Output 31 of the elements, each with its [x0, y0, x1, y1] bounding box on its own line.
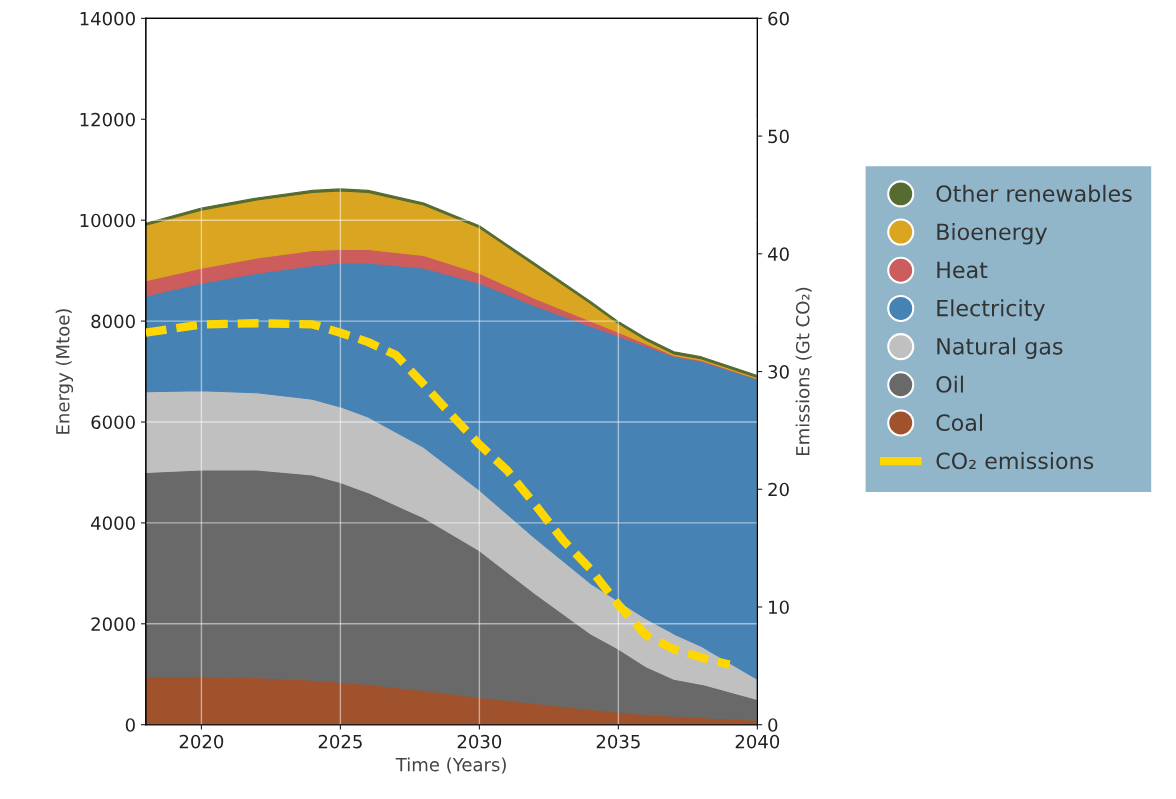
y2-tick-label: 10 — [769, 600, 789, 615]
y2-tick-label: 30 — [768, 364, 789, 379]
legend-label: Other renewables — [936, 184, 1132, 202]
y-tick-label: 4000 — [91, 516, 135, 530]
y2-tick-label: 60 — [768, 11, 789, 26]
x-tick-label: 2035 — [596, 734, 640, 749]
legend-label: Bioenergy — [937, 222, 1047, 245]
legend-label: Heat — [937, 261, 988, 279]
legend-label: Oil — [936, 375, 963, 393]
y-tick-label: 0 — [125, 718, 135, 732]
y-tick-label: 14000 — [80, 11, 135, 26]
legend-label: Coal — [936, 413, 983, 432]
x-tick-label: 2040 — [735, 734, 780, 749]
x-tick-label: 2030 — [457, 734, 502, 749]
y-axis-title: Energy (Mtoe) — [55, 309, 74, 434]
y2-tick-label: 50 — [768, 129, 789, 144]
x-tick-label: 2025 — [318, 734, 362, 749]
y-tick-label: 12000 — [80, 112, 135, 127]
x-axis-title: Time (Years) — [395, 757, 506, 774]
legend-label: Natural gas — [937, 337, 1063, 359]
y2-tick-label: 40 — [767, 247, 789, 261]
y2-axis-title: Emissions (Gt CO₂) — [795, 287, 812, 455]
y-tick-label: 10000 — [80, 213, 135, 228]
y2-tick-label: 0 — [768, 718, 778, 732]
y-tick-label: 6000 — [91, 415, 135, 430]
y-tick-label: 8000 — [91, 314, 135, 329]
legend-label: CO₂ emissions — [936, 452, 1094, 470]
legend-label: Electricity — [937, 299, 1045, 321]
x-tick-label: 2020 — [179, 734, 224, 749]
y2-tick-label: 20 — [768, 482, 789, 497]
y-tick-label: 2000 — [91, 617, 135, 631]
